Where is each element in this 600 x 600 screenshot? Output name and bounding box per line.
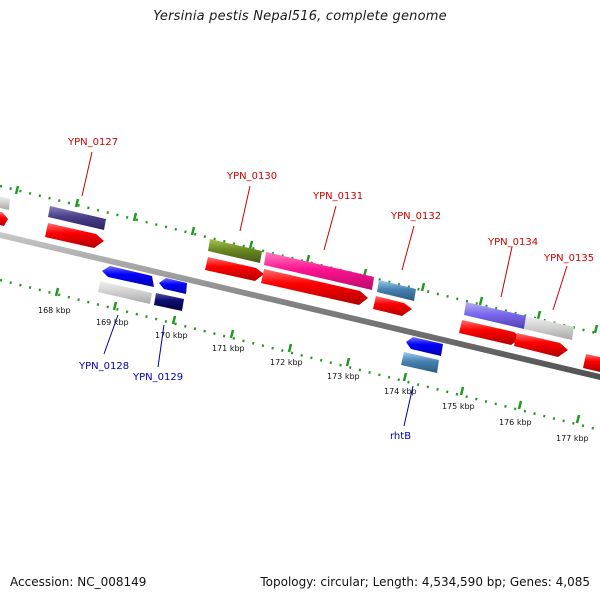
gene-arrow-forward — [261, 269, 368, 305]
gene-arrow-reverse — [159, 278, 187, 294]
callout-line — [401, 225, 415, 271]
feature-block — [208, 239, 262, 263]
gene-label: rhtB — [390, 431, 411, 442]
gene-arrow-forward — [514, 333, 568, 357]
scale-label: 177 kbp — [556, 434, 589, 443]
feature-block — [154, 293, 184, 311]
gene-label: YPN_0135 — [543, 253, 594, 264]
scale-label: 172 kbp — [270, 358, 303, 367]
forward-strand-genes — [0, 212, 600, 372]
scale-label: 170 kbp — [155, 331, 188, 340]
scale-labels: 168 kbp 169 kbp 170 kbp 171 kbp 172 kbp … — [38, 306, 589, 443]
scale-label: 174 kbp — [384, 387, 417, 396]
scale-label: 173 kbp — [327, 372, 360, 381]
callout-line — [323, 205, 337, 251]
callout-line — [403, 385, 414, 427]
gene-label: YPN_0134 — [487, 237, 538, 248]
gene-arrow-forward — [45, 223, 104, 248]
feature-block — [98, 281, 152, 304]
scale-label: 171 kbp — [212, 344, 245, 353]
gene-label: YPN_0131 — [312, 191, 363, 202]
scale-label: 175 kbp — [442, 402, 475, 411]
gene-label: YPN_0127 — [67, 137, 118, 148]
forward-feature-blocks — [0, 196, 574, 340]
feature-block — [401, 352, 439, 373]
reverse-gene-labels: YPN_0128 YPN_0129 rhtB — [78, 361, 411, 442]
callout-line — [552, 265, 568, 311]
gene-label: YPN_0129 — [132, 372, 183, 383]
scale-label: 168 kbp — [38, 306, 71, 315]
callout-line — [500, 246, 513, 298]
map-title: Yersinia pestis Nepal516, complete genom… — [153, 9, 447, 24]
gene-arrow-forward — [459, 320, 521, 345]
gene-label: YPN_0132 — [390, 211, 441, 222]
feature-block — [464, 302, 526, 329]
callout-line — [239, 185, 251, 232]
genome-backbone — [0, 232, 600, 380]
feature-block — [264, 252, 374, 290]
feature-block — [377, 280, 416, 301]
reverse-strand-genes — [98, 266, 443, 373]
accession-text: Accession: NC_008149 — [10, 575, 147, 589]
callout-lines — [81, 151, 568, 427]
feature-block — [0, 196, 10, 210]
gene-arrow-forward — [0, 212, 8, 226]
gene-label: YPN_0130 — [226, 171, 277, 182]
gene-arrow-forward — [205, 257, 264, 281]
callout-line — [81, 151, 93, 197]
feature-block — [524, 316, 574, 340]
callout-line — [157, 324, 165, 368]
callout-line — [103, 314, 119, 355]
gene-arrow-forward — [583, 354, 600, 372]
inner-major-ticks — [54, 287, 581, 424]
feature-block — [48, 206, 106, 230]
forward-gene-labels: YPN_0127 YPN_0130 YPN_0131 YPN_0132 YPN_… — [67, 137, 594, 264]
gene-arrow-reverse — [102, 266, 154, 287]
scale-label: 169 kbp — [96, 318, 129, 327]
gene-arrow-reverse — [406, 337, 443, 356]
gene-arrow-forward — [373, 296, 412, 316]
scale-label: 176 kbp — [499, 418, 532, 427]
genome-stats-text: Topology: circular; Length: 4,534,590 bp… — [260, 575, 590, 589]
gene-label: YPN_0128 — [78, 361, 129, 372]
